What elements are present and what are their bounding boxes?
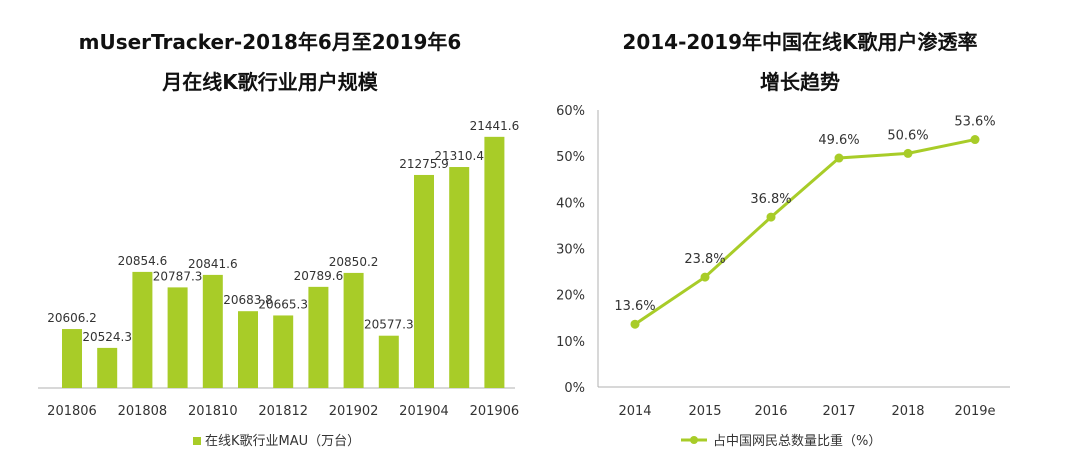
bar-x-tick-label: 201904 <box>399 404 449 419</box>
bar-legend-swatch <box>193 437 201 445</box>
line-legend-marker <box>690 436 698 444</box>
bar <box>343 272 364 388</box>
bar-value-label: 20787.3 <box>153 269 203 283</box>
bar-value-label: 20577.3 <box>364 318 414 332</box>
bar <box>167 287 188 388</box>
bar-value-label: 20665.3 <box>258 297 308 311</box>
line-series <box>634 138 976 326</box>
bar-value-label: 20850.2 <box>329 255 379 269</box>
bar-legend-label: 在线K歌行业MAU（万台） <box>205 434 360 449</box>
bar-chart-title: mUserTracker-2018年6月至2019年6 月在线K歌行业用户规模 <box>20 22 520 102</box>
line-y-tick-label: 50% <box>556 150 585 165</box>
line-point <box>766 212 776 222</box>
line-point <box>970 135 980 145</box>
line-x-tick-label: 2015 <box>688 404 721 419</box>
bar-x-tick-label: 201812 <box>258 404 308 419</box>
line-value-label: 53.6% <box>954 115 995 130</box>
bar <box>308 286 329 388</box>
bar-x-tick-label: 201806 <box>47 404 97 419</box>
line-y-tick-label: 30% <box>556 243 585 258</box>
line-point <box>630 319 640 329</box>
line-x-tick-label: 2017 <box>822 404 855 419</box>
bar-value-label: 20854.6 <box>118 254 168 268</box>
line-point <box>834 153 844 163</box>
line-point <box>700 272 710 282</box>
bar-value-label: 20789.6 <box>294 269 344 283</box>
bar <box>132 271 153 388</box>
line-value-label: 23.8% <box>684 252 725 267</box>
line-point <box>903 148 913 158</box>
line-y-tick-label: 60% <box>556 104 585 119</box>
bar-value-label: 20683.8 <box>223 293 273 307</box>
bar-chart-title-line1: mUserTracker-2018年6月至2019年6 <box>78 30 462 54</box>
line-x-tick-label: 2018 <box>891 404 924 419</box>
bar <box>238 311 258 388</box>
bar-x-tick-label: 201810 <box>188 404 238 419</box>
line-chart-title: 2014-2019年中国在线K歌用户渗透率 增长趋势 <box>540 22 1060 102</box>
line-y-tick-label: 10% <box>556 335 585 350</box>
line-y-tick-label: 0% <box>564 381 585 396</box>
bar <box>62 329 82 388</box>
bar-value-label: 21275.9 <box>399 157 449 171</box>
line-chart-title-line2: 增长趋势 <box>760 70 840 94</box>
line-value-label: 13.6% <box>614 299 655 314</box>
line-y-tick-label: 20% <box>556 289 585 304</box>
line-x-tick-label: 2016 <box>754 404 787 419</box>
line-value-label: 50.6% <box>887 128 928 143</box>
line-chart-title-line1: 2014-2019年中国在线K歌用户渗透率 <box>622 30 978 54</box>
line-x-tick-label: 2019e <box>954 404 995 419</box>
bar <box>273 315 294 388</box>
line-legend-label: 占中国网民总数量比重（%） <box>713 433 881 449</box>
bar-value-label: 21441.6 <box>470 119 520 133</box>
bar-x-tick-label: 201902 <box>329 404 379 419</box>
bar-value-label: 20606.2 <box>47 311 97 325</box>
bar <box>449 167 470 388</box>
line-value-label: 36.8% <box>750 192 791 207</box>
bar <box>484 136 505 388</box>
line-x-tick-label: 2014 <box>618 404 651 419</box>
bar-x-tick-label: 201808 <box>118 404 168 419</box>
bar <box>414 174 434 388</box>
bar-value-label: 21310.4 <box>434 149 484 163</box>
line-y-tick-label: 40% <box>556 196 585 211</box>
bar-value-label: 20524.3 <box>82 330 132 344</box>
bar-chart-title-line2: 月在线K歌行业用户规模 <box>162 70 378 94</box>
bar-value-label: 20841.6 <box>188 257 238 271</box>
bar <box>202 274 223 388</box>
bar <box>97 347 118 388</box>
line-value-label: 49.6% <box>818 133 859 148</box>
bar-x-tick-label: 201906 <box>470 404 520 419</box>
bar <box>378 335 399 388</box>
